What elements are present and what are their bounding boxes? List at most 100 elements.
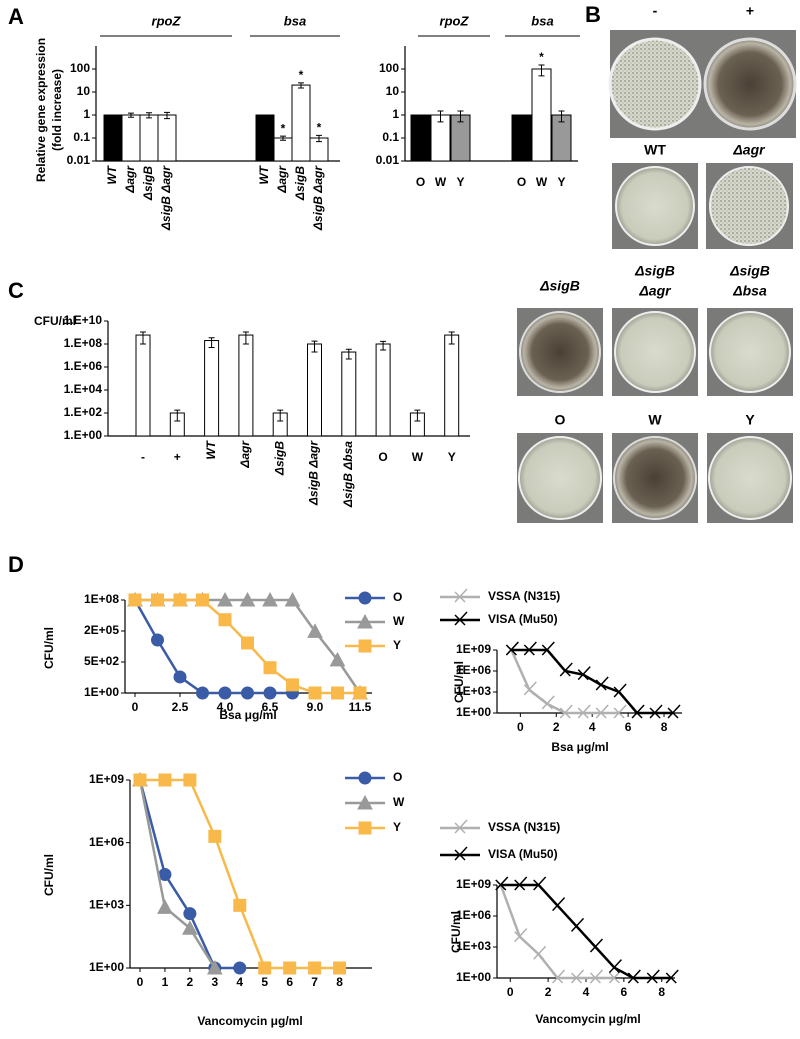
x-tick-label: W [412, 450, 424, 464]
marker [218, 613, 232, 627]
legend-label: O [393, 770, 402, 784]
x-tick-label: W [435, 175, 447, 189]
legend-label: W [393, 795, 405, 809]
marker [157, 899, 173, 914]
bar [135, 334, 151, 437]
legend-label: Y [393, 820, 401, 834]
y-tick-label: 0.01 [67, 153, 91, 167]
x-tick-label: 11.5 [349, 700, 372, 714]
error-bar [538, 64, 545, 77]
error-bar [345, 348, 352, 360]
y-tick-label: 1E+09 [456, 877, 491, 891]
x-tick-label: 4 [583, 985, 590, 999]
x-tick-label: Δagr [275, 165, 289, 194]
x-tick-label: Δagr [123, 165, 137, 194]
marker [577, 666, 591, 681]
marker [495, 876, 509, 891]
bar [139, 114, 159, 162]
marker [283, 961, 297, 975]
y-tick-label: 1E+00 [84, 685, 119, 699]
plate-label: Δbsa [732, 283, 767, 299]
y-tick-label: 1E+06 [89, 835, 124, 849]
marker [308, 961, 322, 975]
x-tick-label: 4.0 [217, 700, 234, 714]
series-line [499, 884, 615, 980]
error-bar [448, 331, 455, 345]
error-bar [437, 110, 444, 123]
group-label: bsa [531, 13, 553, 28]
x-tick-label: Δagr [238, 440, 252, 469]
plate [614, 311, 696, 393]
x-tick-label: Y [456, 175, 464, 189]
x-tick-label: WT [105, 164, 119, 184]
marker [173, 593, 187, 607]
y-tick-label: 1E+06 [456, 663, 491, 677]
marker [151, 633, 164, 647]
group-label: bsa [284, 13, 306, 28]
marker [533, 876, 547, 891]
series-line [510, 649, 620, 715]
x-tick-label: O [517, 175, 526, 189]
legend-marker [358, 591, 372, 605]
x-tick-label: W [536, 175, 548, 189]
marker [218, 686, 232, 700]
marker [667, 704, 681, 719]
marker [541, 695, 555, 710]
plate [519, 311, 601, 393]
legend-marker [454, 588, 468, 603]
marker [128, 593, 142, 607]
legend-label: VSSA (N315) [488, 820, 560, 834]
y-tick-label: 10 [386, 84, 400, 98]
x-axis-label: Vancomycin μg/ml [535, 1012, 640, 1026]
series-line [138, 779, 216, 969]
significance: * [317, 121, 322, 135]
marker [577, 704, 591, 719]
error-bar [208, 337, 215, 348]
legend-marker [358, 771, 372, 785]
x-tick-label: WT [257, 164, 271, 184]
panel-label: B [585, 2, 601, 27]
x-tick-label: + [174, 450, 181, 464]
y-axis-label: CFU/ml [449, 911, 463, 953]
marker [196, 593, 209, 607]
group-label: rpoZ [440, 13, 470, 28]
marker [646, 969, 660, 984]
bar [255, 114, 275, 162]
significance: * [539, 50, 544, 64]
plate-label: ΔsigB [539, 278, 580, 294]
plate [709, 311, 791, 393]
x-tick-label: 2.5 [172, 700, 189, 714]
marker [649, 704, 663, 719]
plate [703, 37, 797, 131]
y-tick-label: 100 [379, 61, 399, 75]
marker [353, 686, 367, 700]
error-bar [128, 112, 134, 118]
x-tick-label: 8 [661, 720, 668, 734]
plate-label: ΔsigB [729, 263, 770, 279]
x-tick-label: 4 [236, 975, 243, 989]
y-tick-label: 0.1 [73, 130, 90, 144]
y-tick-label: 1E+08 [84, 592, 119, 606]
x-tick-label: ΔsigB Δagr [307, 440, 321, 506]
x-tick-label: ΔsigB Δagr [311, 165, 325, 231]
x-tick-label: ΔsigB [293, 166, 307, 201]
x-tick-label: Y [557, 175, 565, 189]
y-tick-label: 1E+09 [456, 642, 491, 656]
legend-label: W [393, 614, 405, 628]
plate [615, 166, 695, 246]
x-tick-label: ΔsigB [141, 166, 155, 201]
plate-label: - [653, 3, 658, 19]
marker [241, 636, 254, 650]
bar [157, 114, 177, 162]
marker [665, 969, 679, 984]
legend-label: VISA (Mu50) [488, 612, 558, 626]
marker [613, 704, 627, 719]
marker [258, 961, 272, 975]
y-axis-label: CFU/ml [42, 627, 56, 669]
bar [204, 340, 220, 437]
marker [206, 959, 223, 975]
x-axis-label: Bsa μg/ml [219, 708, 276, 722]
x-tick-label: 4 [589, 720, 596, 734]
y-tick-label: 1.E+06 [64, 359, 103, 373]
x-tick-label: O [416, 175, 425, 189]
